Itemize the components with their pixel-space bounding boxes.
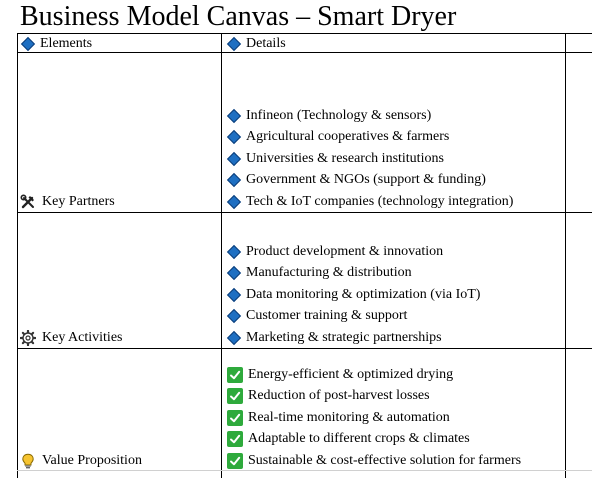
list-item[interactable]: Tech & IoT companies (technology integra…: [226, 191, 513, 213]
checkmark-icon: [227, 431, 243, 448]
list-item[interactable]: Marketing & strategic partnerships: [226, 327, 480, 349]
grid-line: [17, 33, 18, 478]
checkmark-icon: [227, 452, 243, 469]
diamond-icon: [20, 36, 36, 52]
section-items-value-proposition: Energy-efficient & optimized drying Redu…: [226, 364, 521, 472]
diamond-icon: [226, 108, 242, 123]
diamond-icon: [226, 173, 242, 188]
column-header-label: Elements: [40, 36, 93, 51]
checkmark-icon: [227, 409, 243, 426]
grid-line: [221, 33, 222, 478]
section-label-key-activities[interactable]: Key Activities: [20, 329, 123, 347]
checkmark-icon: [227, 388, 243, 405]
section-label-text: Key Activities: [42, 330, 123, 345]
diamond-icon: [226, 151, 242, 166]
list-item[interactable]: Agricultural cooperatives & farmers: [226, 127, 513, 149]
diamond-icon: [226, 130, 242, 145]
list-item[interactable]: Manufacturing & distribution: [226, 263, 480, 285]
diamond-icon: [226, 244, 242, 259]
section-label-text: Value Proposition: [42, 453, 142, 468]
list-item[interactable]: Adaptable to different crops & climates: [226, 429, 521, 451]
section-label-key-partners[interactable]: Key Partners: [20, 193, 115, 211]
section-items-key-activities: Product development & innovation Manufac…: [226, 241, 480, 349]
section-items-key-partners: Infineon (Technology & sensors) Agricult…: [226, 105, 513, 213]
diamond-icon: [226, 36, 242, 52]
list-item[interactable]: Energy-efficient & optimized drying: [226, 364, 521, 386]
diamond-icon: [226, 309, 242, 324]
list-item[interactable]: Product development & innovation: [226, 241, 480, 263]
grid-line: [17, 470, 592, 471]
list-item[interactable]: Real-time monitoring & automation: [226, 407, 521, 429]
grid-line: [17, 212, 592, 213]
list-item[interactable]: Data monitoring & optimization (via IoT): [226, 284, 480, 306]
lightbulb-icon: [22, 453, 34, 469]
list-item[interactable]: Government & NGOs (support & funding): [226, 170, 513, 192]
column-header-label: Details: [246, 36, 286, 51]
checkmark-icon: [227, 366, 243, 383]
section-label-value-proposition[interactable]: Value Proposition: [20, 452, 142, 470]
column-header-details[interactable]: Details: [226, 35, 286, 53]
diamond-icon: [226, 287, 242, 302]
grid-line: [565, 33, 566, 478]
list-item[interactable]: Sustainable & cost-effective solution fo…: [226, 450, 521, 472]
diamond-icon: [226, 194, 242, 209]
grid-line: [17, 33, 592, 34]
gear-icon: [20, 330, 36, 346]
section-label-text: Key Partners: [42, 194, 115, 209]
list-item[interactable]: Universities & research institutions: [226, 148, 513, 170]
list-item[interactable]: Infineon (Technology & sensors): [226, 105, 513, 127]
diamond-icon: [226, 266, 242, 281]
tools-icon: [20, 194, 34, 209]
list-item[interactable]: Reduction of post-harvest losses: [226, 386, 521, 408]
grid-line: [17, 52, 592, 53]
grid-line: [17, 348, 592, 349]
column-header-elements[interactable]: Elements: [20, 35, 92, 53]
page-title: Business Model Canvas – Smart Dryer: [20, 1, 457, 32]
list-item[interactable]: Customer training & support: [226, 306, 480, 328]
diamond-icon: [226, 330, 242, 345]
